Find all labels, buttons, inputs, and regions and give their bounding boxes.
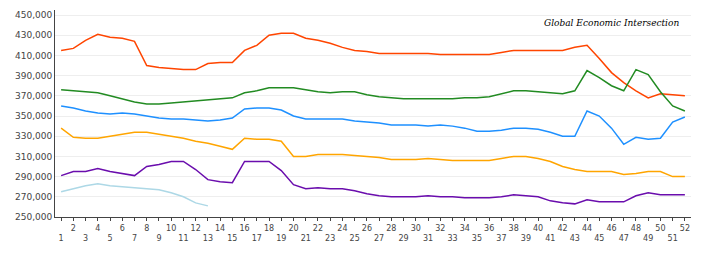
svg-text:35: 35 — [472, 234, 482, 243]
svg-text:18: 18 — [264, 224, 274, 233]
svg-text:21: 21 — [301, 234, 311, 243]
svg-text:24: 24 — [337, 224, 347, 233]
svg-text:410,000: 410,000 — [15, 51, 52, 61]
svg-text:43: 43 — [570, 234, 580, 243]
svg-text:45: 45 — [594, 234, 604, 243]
svg-text:36: 36 — [484, 224, 494, 233]
svg-text:9: 9 — [156, 234, 161, 243]
svg-text:20: 20 — [288, 224, 298, 233]
svg-text:42: 42 — [557, 224, 567, 233]
svg-text:250,000: 250,000 — [15, 212, 52, 222]
svg-text:33: 33 — [447, 234, 457, 243]
svg-text:10: 10 — [166, 224, 176, 233]
svg-text:1: 1 — [59, 234, 64, 243]
svg-text:39: 39 — [521, 234, 531, 243]
svg-text:17: 17 — [252, 234, 262, 243]
svg-text:28: 28 — [386, 224, 396, 233]
svg-text:30: 30 — [411, 224, 421, 233]
svg-text:47: 47 — [619, 234, 629, 243]
svg-text:44: 44 — [582, 224, 592, 233]
svg-text:22: 22 — [313, 224, 323, 233]
svg-text:50: 50 — [655, 224, 665, 233]
svg-text:27: 27 — [374, 234, 384, 243]
svg-text:32: 32 — [435, 224, 445, 233]
svg-text:350,000: 350,000 — [15, 111, 52, 121]
svg-text:2: 2 — [71, 224, 76, 233]
svg-text:14: 14 — [215, 224, 225, 233]
svg-text:49: 49 — [643, 234, 653, 243]
svg-text:37: 37 — [496, 234, 506, 243]
svg-text:31: 31 — [423, 234, 433, 243]
svg-text:430,000: 430,000 — [15, 30, 52, 40]
svg-text:41: 41 — [545, 234, 555, 243]
svg-text:13: 13 — [203, 234, 213, 243]
svg-text:38: 38 — [509, 224, 519, 233]
svg-text:25: 25 — [350, 234, 360, 243]
svg-text:330,000: 330,000 — [15, 131, 52, 141]
svg-text:6: 6 — [120, 224, 125, 233]
svg-text:40: 40 — [533, 224, 543, 233]
svg-text:450,000: 450,000 — [15, 10, 52, 20]
svg-text:Global Economic Intersection: Global Economic Intersection — [544, 18, 679, 28]
svg-text:3: 3 — [83, 234, 88, 243]
svg-text:4: 4 — [95, 224, 100, 233]
svg-text:51: 51 — [668, 234, 678, 243]
svg-text:29: 29 — [398, 234, 408, 243]
svg-text:26: 26 — [362, 224, 372, 233]
svg-text:310,000: 310,000 — [15, 152, 52, 162]
svg-text:23: 23 — [325, 234, 335, 243]
svg-text:370,000: 370,000 — [15, 91, 52, 101]
svg-text:11: 11 — [178, 234, 188, 243]
svg-text:5: 5 — [107, 234, 112, 243]
svg-text:16: 16 — [239, 224, 249, 233]
svg-text:290,000: 290,000 — [15, 172, 52, 182]
svg-text:48: 48 — [631, 224, 641, 233]
svg-text:52: 52 — [680, 224, 690, 233]
svg-text:8: 8 — [144, 224, 149, 233]
svg-text:390,000: 390,000 — [15, 71, 52, 81]
svg-text:270,000: 270,000 — [15, 192, 52, 202]
svg-text:19: 19 — [276, 234, 286, 243]
svg-text:34: 34 — [460, 224, 470, 233]
svg-text:15: 15 — [227, 234, 237, 243]
svg-text:46: 46 — [606, 224, 616, 233]
svg-text:12: 12 — [191, 224, 201, 233]
svg-text:7: 7 — [132, 234, 137, 243]
